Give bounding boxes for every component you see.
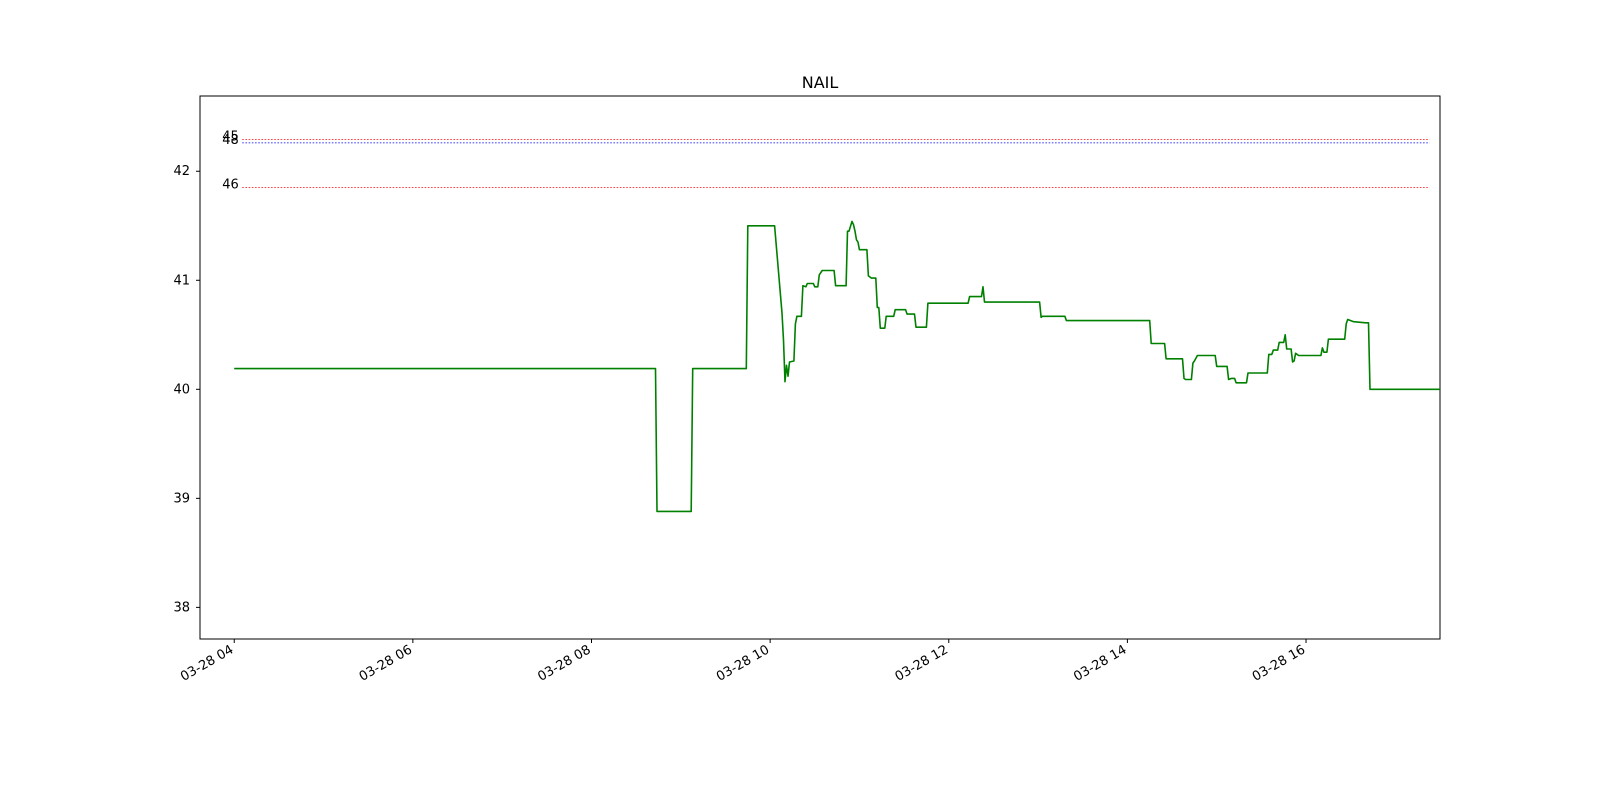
x-tick-label: 03-28 12 bbox=[893, 642, 951, 684]
y-tick-label: 42 bbox=[173, 164, 190, 179]
plot-area bbox=[199, 95, 1441, 640]
y-tick-label: 41 bbox=[173, 273, 190, 288]
series-layer bbox=[234, 220, 1440, 513]
y-tick-label: 39 bbox=[173, 491, 190, 506]
series-line bbox=[234, 220, 1440, 513]
x-tick-label: 03-28 14 bbox=[1071, 642, 1129, 684]
reference-line-label: 48 bbox=[222, 133, 239, 148]
x-tick-label: 03-28 16 bbox=[1250, 642, 1308, 684]
y-axis: 38 39 40 41 42 bbox=[173, 164, 200, 615]
x-tick-label: 03-28 06 bbox=[357, 642, 415, 684]
x-tick-label: 03-28 10 bbox=[714, 642, 772, 684]
reference-line-label: 46 bbox=[222, 178, 239, 193]
x-tick-label: 03-28 08 bbox=[535, 642, 593, 684]
y-tick-label: 38 bbox=[173, 600, 190, 615]
reference-line-label: 45 bbox=[222, 130, 239, 145]
chart-title: NAIL bbox=[802, 73, 839, 92]
x-axis: 03-28 04 03-28 06 03-28 08 03-28 10 03-28 12… bbox=[178, 639, 1308, 685]
y-tick-label: 40 bbox=[173, 382, 190, 397]
x-tick-label: 03-28 04 bbox=[178, 642, 236, 684]
